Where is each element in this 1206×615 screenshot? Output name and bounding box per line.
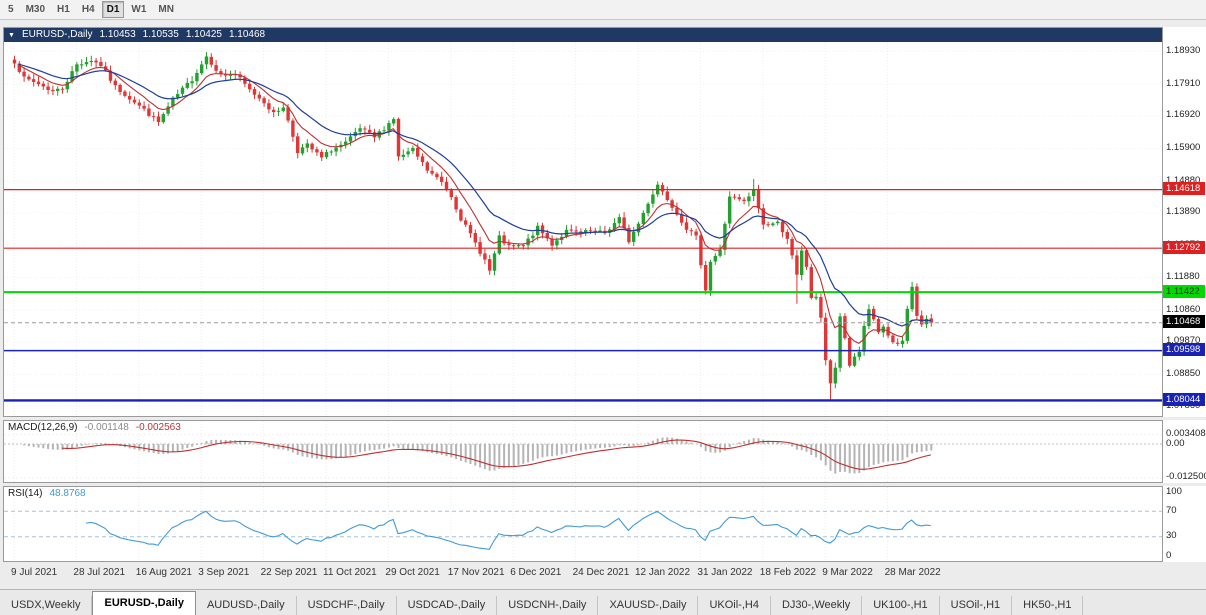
time-axis-label: 18 Feb 2022	[759, 567, 816, 578]
ohlc-open-value: 1.10453	[99, 29, 136, 40]
timeframe-button-mn[interactable]: MN	[158, 4, 174, 15]
time-axis-label: 31 Jan 2022	[697, 567, 753, 578]
current-price-label: 1.10468	[1163, 315, 1205, 329]
chart-tab-usdchf-daily[interactable]: USDCHF-,Daily	[297, 596, 397, 615]
rsi-panel[interactable]: RSI(14) 48.8768	[3, 486, 1163, 562]
price-axis-label: 1.14880	[1166, 174, 1201, 186]
chevron-down-icon[interactable]: ▼	[8, 32, 15, 39]
time-axis-label: 11 Oct 2021	[323, 567, 377, 578]
ohlc-close-value: 1.10468	[228, 29, 266, 40]
timeframe-button-h1[interactable]: H1	[57, 4, 70, 15]
timeframe-button-d1[interactable]: D1	[101, 1, 125, 18]
timeframe-button-m30[interactable]: M30	[25, 4, 46, 15]
price-axis-label: 1.09870	[1166, 335, 1201, 347]
level-price-label: 1.08044	[1163, 392, 1205, 406]
chart-title-bar: ▼ EURUSD-,Daily 1.10453 1.10535 1.10425 …	[4, 28, 1162, 42]
timeframe-toolbar: 5 M30 H1 H4 D1 W1 MN	[0, 0, 1206, 20]
time-axis-label: 17 Nov 2021	[447, 567, 505, 578]
rsi-value: 48.8768	[49, 488, 86, 499]
price-axis-label: 1.15900	[1166, 141, 1201, 153]
time-axis-label: 12 Jan 2022	[635, 567, 691, 578]
rsi-name-label: RSI(14)	[8, 488, 43, 499]
macd-panel[interactable]: MACD(12,26,9) -0.001148 -0.002563	[3, 420, 1163, 483]
chart-tab-eurusd-daily[interactable]: EURUSD-,Daily	[92, 591, 196, 615]
chart-symbol-label: EURUSD-,Daily	[21, 29, 93, 40]
macd-main-value: -0.001148	[84, 422, 129, 433]
level-price-label: 1.11422	[1163, 284, 1205, 298]
macd-canvas[interactable]	[4, 421, 1162, 482]
time-axis-label: 28 Jul 2021	[73, 567, 126, 578]
chart-tab-usdcnh-daily[interactable]: USDCNH-,Daily	[497, 596, 599, 615]
price-axis-label: 1.13890	[1166, 206, 1201, 218]
rsi-axis-label: 70	[1166, 504, 1177, 516]
time-axis-label: 3 Sep 2021	[198, 567, 250, 578]
chart-tab-usoil-h1[interactable]: USOil-,H1	[940, 596, 1013, 615]
price-chart-canvas[interactable]	[4, 42, 1162, 416]
rsi-axis-label: 0	[1166, 549, 1172, 561]
rsi-axis-label: 100	[1166, 485, 1182, 497]
chart-tab-ukoil-h4[interactable]: UKOil-,H4	[698, 596, 771, 615]
time-axis-label: 24 Dec 2021	[572, 567, 630, 578]
price-axis-label: 1.08850	[1166, 368, 1201, 380]
time-axis-label: 9 Mar 2022	[822, 567, 873, 578]
level-price-label: 1.14618	[1163, 182, 1205, 196]
level-price-label: 1.12792	[1163, 240, 1205, 254]
price-chart-panel[interactable]: ▼ EURUSD-,Daily 1.10453 1.10535 1.10425 …	[3, 27, 1163, 417]
timeframe-button-h4[interactable]: H4	[81, 4, 95, 15]
macd-axis-label: -0.012500	[1166, 471, 1206, 483]
time-axis-label: 9 Jul 2021	[11, 567, 58, 578]
price-axis-label: 1.10860	[1166, 303, 1201, 315]
chart-tab-usdx-weekly[interactable]: USDX,Weekly	[0, 596, 93, 615]
time-axis-label: 22 Sep 2021	[260, 567, 318, 578]
price-axis-label: 1.16920	[1166, 109, 1201, 121]
timeframe-button-5[interactable]: 5	[8, 4, 14, 15]
macd-axis-label: 0.00	[1166, 437, 1185, 449]
macd-signal-value: -0.002563	[135, 422, 181, 433]
macd-name-label: MACD(12,26,9)	[8, 422, 78, 433]
time-axis-label: 6 Dec 2021	[510, 567, 562, 578]
macd-axis: 0.003408 0.00 -0.012500	[1163, 420, 1206, 483]
rsi-axis: 100 70 30 0	[1163, 486, 1206, 562]
chart-tabs-bar: USDX,Weekly EURUSD-,Daily AUDUSD-,Daily USD…	[0, 589, 1206, 615]
time-axis-label: 29 Oct 2021	[385, 567, 440, 578]
rsi-canvas[interactable]	[4, 487, 1162, 561]
macd-axis-label: 0.003408	[1166, 428, 1206, 440]
ohlc-low-value: 1.10425	[185, 29, 222, 40]
chart-tab-hk50-h1[interactable]: HK50-,H1	[1012, 596, 1084, 615]
price-axis[interactable]: 1.18930 1.17910 1.16920 1.15900 1.14880 1.138…	[1163, 27, 1206, 417]
chart-tab-usdcad-daily[interactable]: USDCAD-,Daily	[397, 596, 498, 615]
chart-tab-audusd-daily[interactable]: AUDUSD-,Daily	[196, 596, 297, 615]
chart-tab-xauusd-daily[interactable]: XAUUSD-,Daily	[598, 596, 699, 615]
rsi-axis-label: 30	[1166, 530, 1177, 542]
ohlc-high-value: 1.10535	[142, 29, 179, 40]
chart-tab-uk100-h1[interactable]: UK100-,H1	[862, 596, 940, 615]
price-axis-label: 1.18930	[1166, 44, 1201, 56]
chart-tab-dj30-weekly[interactable]: DJ30-,Weekly	[771, 596, 863, 615]
time-axis[interactable]: 9 Jul 2021 28 Jul 2021 16 Aug 2021 3 Sep 20…	[3, 565, 1163, 581]
price-axis-label: 1.17910	[1166, 77, 1201, 89]
macd-header: MACD(12,26,9) -0.001148 -0.002563	[8, 422, 181, 433]
level-price-label: 1.09598	[1163, 343, 1205, 357]
time-axis-label: 28 Mar 2022	[884, 567, 941, 578]
time-axis-label: 16 Aug 2021	[135, 567, 192, 578]
price-axis-label: 1.11880	[1166, 270, 1200, 282]
timeframe-button-w1[interactable]: W1	[131, 4, 147, 15]
rsi-header: RSI(14) 48.8768	[8, 488, 86, 499]
